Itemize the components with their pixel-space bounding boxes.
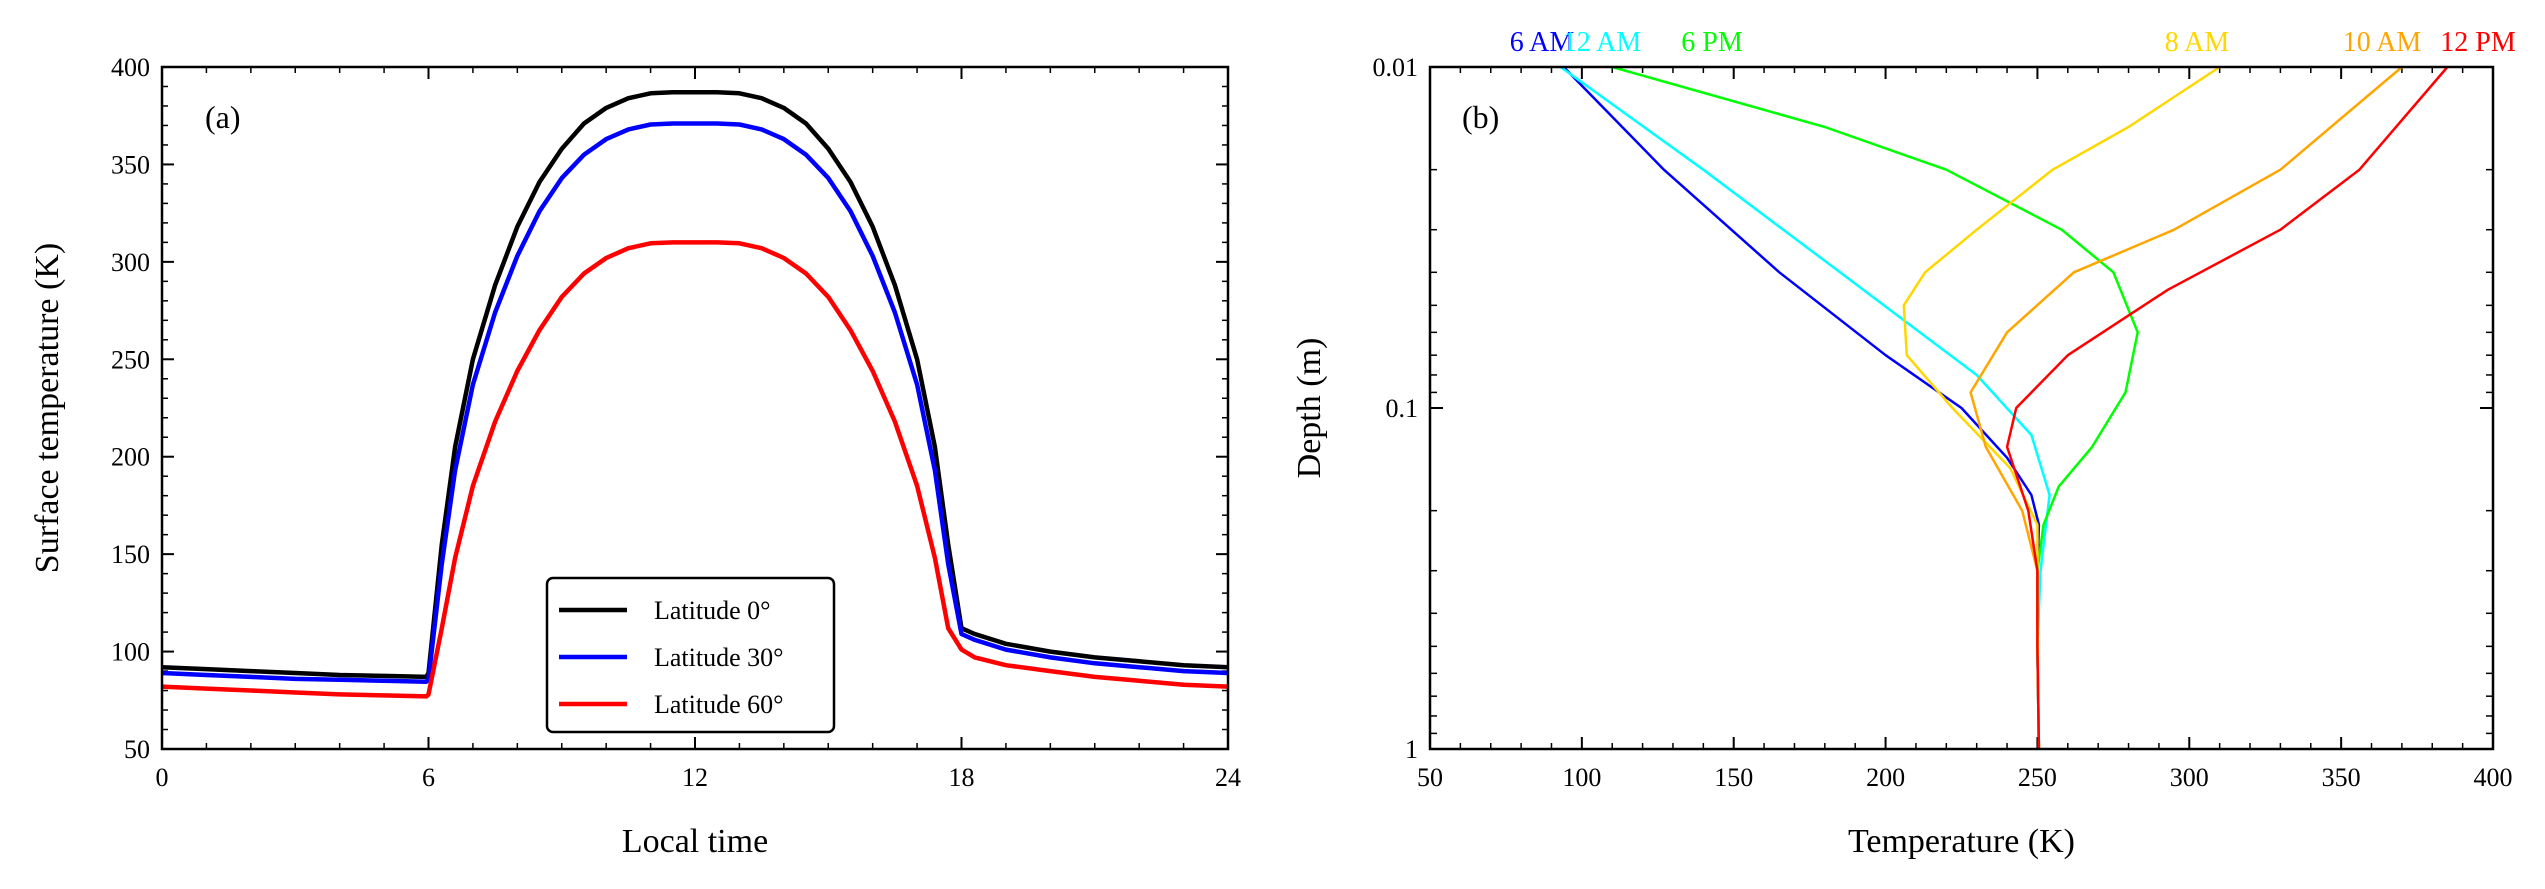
x-tick-label: 200: [1866, 763, 1905, 792]
y-tick-label: 250: [111, 345, 150, 374]
y-tick-label: 0.01: [1373, 53, 1419, 82]
y-axis-title: Depth (m): [1291, 338, 1328, 479]
profile-line-12-am: [1559, 65, 2051, 750]
x-tick-label: 50: [1417, 763, 1443, 792]
x-tick-label: 400: [2474, 763, 2513, 792]
y-tick-label: 100: [111, 638, 150, 667]
panel-a-surface-temperature: 0 6 12 18 24 50 100 150 200 250 300 350 400 (a) Local …: [29, 53, 1241, 860]
series-line-latitude-60-: [161, 240, 1229, 699]
profile-line-12-pm: [2005, 66, 2449, 750]
panel-label: (b): [1462, 99, 1499, 135]
x-tick-label: 150: [1714, 763, 1753, 792]
plot-frame: [1428, 65, 2495, 751]
x-tick-label: 12: [682, 763, 708, 792]
series-line-latitude-30-: [161, 121, 1229, 685]
x-tick-label: 24: [1215, 763, 1241, 792]
x-axis-title: Local time: [622, 823, 768, 860]
legend-label: Latitude 0°: [654, 596, 771, 625]
x-tick-label: 0: [156, 763, 169, 792]
series-label: 8 AM: [2165, 27, 2230, 58]
y-axis-title: Surface temperature (K): [29, 243, 66, 573]
y-tick-label: 400: [111, 53, 150, 82]
profile-line-6-am: [1562, 66, 2041, 750]
x-tick-label: 350: [2322, 763, 2361, 792]
series-label: 12 PM: [2440, 27, 2516, 58]
x-tick-label: 250: [2018, 763, 2057, 792]
series-label: 10 AM: [2343, 27, 2422, 58]
y-tick-label: 150: [111, 540, 150, 569]
x-tick-label: 6: [422, 763, 435, 792]
y-tick-label: 200: [111, 443, 150, 472]
panel-label: (a): [205, 99, 241, 135]
y-tick-label: 1: [1405, 735, 1418, 764]
x-axis-title: Temperature (K): [1848, 823, 2075, 860]
legend: Latitude 0° Latitude 30° Latitude 60°: [545, 576, 836, 734]
legend-box: [545, 576, 836, 734]
profile-line-10-am: [1969, 66, 2403, 750]
legend-label: Latitude 60°: [654, 690, 784, 719]
x-tick-label: 18: [949, 763, 975, 792]
plot-frame: [160, 65, 1230, 751]
x-tick-label: 100: [1562, 763, 1601, 792]
y-tick-label: 50: [124, 735, 150, 764]
series-label: 6 PM: [1681, 27, 1743, 58]
profile-line-6-pm: [1611, 65, 2139, 750]
y-tick-label: 350: [111, 150, 150, 179]
series-label: 6 AM: [1510, 27, 1575, 58]
series-label: 12 AM: [1563, 27, 1642, 58]
y-tick-label: 300: [111, 248, 150, 277]
x-tick-label: 300: [2170, 763, 2209, 792]
legend-label: Latitude 30°: [654, 643, 784, 672]
profile-line-8-am: [1902, 65, 2221, 750]
y-tick-label: 0.1: [1386, 394, 1419, 423]
